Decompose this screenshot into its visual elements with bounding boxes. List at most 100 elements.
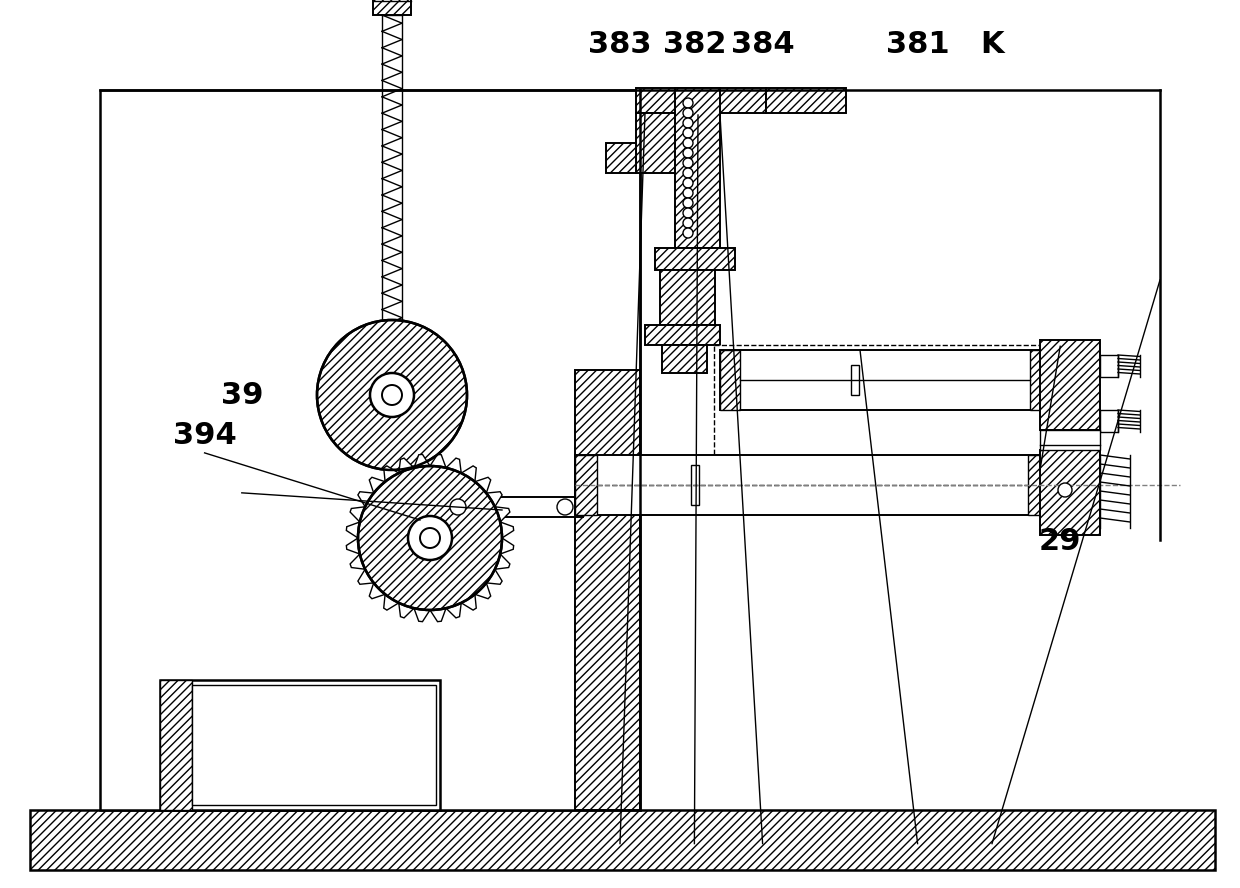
Bar [766,88,846,113]
Bar [1028,455,1050,515]
Text: 29: 29 [1039,527,1081,556]
Polygon shape [486,492,502,507]
Polygon shape [500,522,513,538]
Bar [645,325,720,345]
Circle shape [683,218,693,228]
Bar [660,270,715,325]
Text: 382: 382 [662,30,727,59]
Bar [662,345,707,373]
Polygon shape [430,608,446,622]
Text: K: K [980,30,1004,59]
Circle shape [683,128,693,138]
Bar [378,506,405,508]
Bar [378,490,405,492]
Text: 39: 39 [221,381,263,409]
Polygon shape [399,603,414,618]
Circle shape [382,385,402,405]
Text: 384: 384 [730,30,795,59]
Circle shape [683,148,693,158]
Bar [636,88,766,113]
Circle shape [683,108,693,118]
Polygon shape [346,538,360,554]
Bar [378,510,405,512]
Bar [30,810,1215,870]
Polygon shape [370,477,386,493]
Bar [636,113,681,173]
Polygon shape [486,569,502,584]
Polygon shape [383,594,399,610]
Polygon shape [346,522,360,538]
Polygon shape [383,466,399,481]
Text: 394: 394 [172,421,237,449]
Circle shape [450,499,466,515]
Bar [720,350,1050,410]
Bar [160,680,440,810]
Polygon shape [495,507,510,522]
Polygon shape [414,608,430,622]
Polygon shape [495,554,510,569]
Polygon shape [475,583,491,599]
Bar [575,455,1050,515]
Text: 383: 383 [588,30,652,59]
Circle shape [683,198,693,208]
Bar [160,680,192,810]
Bar [192,685,436,805]
Circle shape [317,320,467,470]
Bar [378,526,405,528]
Polygon shape [446,458,461,473]
Circle shape [683,228,693,238]
Text: 381: 381 [885,30,950,59]
Bar [378,498,405,500]
Circle shape [420,528,440,548]
Bar [851,365,859,395]
Bar [378,518,405,520]
Polygon shape [461,594,476,610]
Polygon shape [500,538,513,554]
Bar [378,522,405,524]
Bar [1100,355,1118,377]
Bar [378,502,405,504]
Circle shape [408,516,453,560]
Bar [655,248,735,270]
Polygon shape [370,583,386,599]
Bar [378,494,405,496]
Polygon shape [414,455,430,468]
Bar [691,465,699,505]
Polygon shape [358,569,373,584]
Circle shape [683,208,693,218]
Circle shape [557,499,573,515]
Bar [440,497,583,517]
Bar [1040,450,1100,535]
Bar [378,490,405,530]
Circle shape [358,466,502,610]
Circle shape [683,188,693,198]
Bar [675,88,720,248]
Bar [1040,340,1100,430]
Polygon shape [399,458,414,473]
Circle shape [370,373,414,417]
Polygon shape [475,477,491,493]
Circle shape [683,98,693,108]
Bar [606,143,636,173]
Polygon shape [430,455,446,468]
Circle shape [1058,483,1073,497]
Circle shape [683,168,693,178]
Polygon shape [446,603,461,618]
Circle shape [683,118,693,128]
Bar [378,514,405,516]
Circle shape [683,178,693,188]
Bar [720,350,740,410]
Polygon shape [461,466,476,481]
Polygon shape [350,507,365,522]
Bar [1100,410,1118,432]
Polygon shape [358,492,373,507]
Circle shape [683,138,693,148]
Bar [575,455,596,515]
Bar [1040,430,1100,450]
Polygon shape [350,554,365,569]
Bar [373,0,410,15]
Bar [1030,350,1050,410]
Bar [100,90,640,810]
Bar [575,370,640,810]
Bar [714,345,1049,510]
